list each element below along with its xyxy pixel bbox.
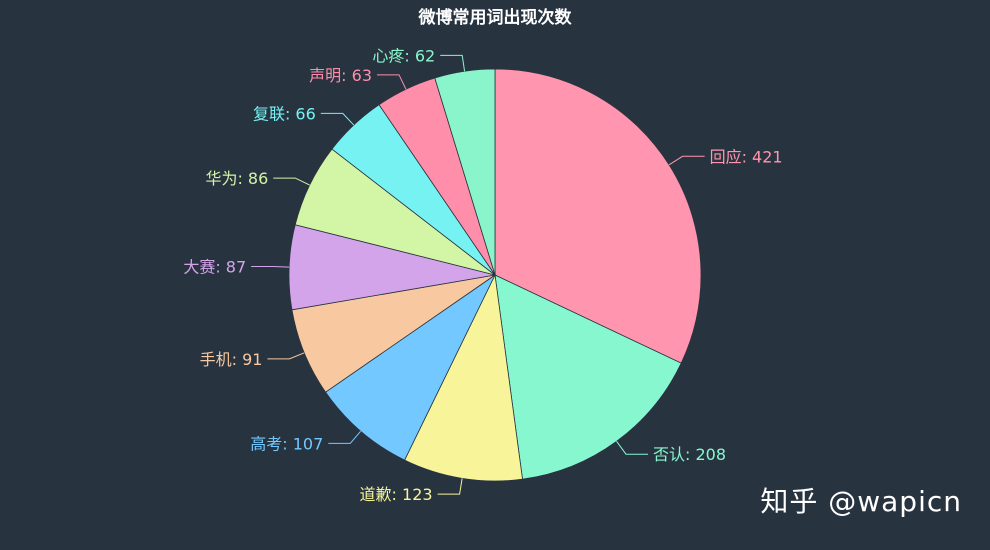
pie-slice[interactable] <box>404 273 523 482</box>
leader-line <box>616 441 649 455</box>
pie-slice[interactable] <box>434 68 496 276</box>
chart-title: 微博常用词出现次数 <box>418 7 573 28</box>
watermark: 知乎 @wapicn <box>760 485 962 518</box>
slice-label: 道歉: 123 <box>360 485 433 504</box>
leader-line <box>273 177 310 186</box>
leader-line <box>328 430 362 444</box>
slice-label: 否认: 208 <box>653 445 726 464</box>
leader-line <box>440 54 466 72</box>
slice-label: 手机: 91 <box>200 350 263 369</box>
leader-line <box>320 112 355 126</box>
slice-label: 大赛: 87 <box>183 258 246 277</box>
slice-label: 复联: 66 <box>253 104 316 123</box>
pie-slice[interactable] <box>324 273 497 461</box>
leader-line <box>251 266 290 268</box>
leader-line <box>267 352 305 360</box>
pie-slice[interactable] <box>494 68 702 364</box>
leader-line <box>668 155 705 166</box>
slice-label: 心疼: 62 <box>372 46 435 65</box>
pie-slices <box>288 68 702 482</box>
slice-label: 华为: 86 <box>205 169 268 188</box>
slice-label: 高考: 107 <box>250 434 323 453</box>
leader-line <box>437 478 463 495</box>
slice-label: 声明: 63 <box>309 66 372 85</box>
slice-labels: 回应: 421 否认: 208 道歉: 123 高考: 107 手机: 91 大赛: 87… <box>183 46 782 504</box>
leader-line <box>377 74 407 90</box>
label-leader-lines <box>251 54 705 495</box>
slice-label: 回应: 421 <box>710 147 783 166</box>
